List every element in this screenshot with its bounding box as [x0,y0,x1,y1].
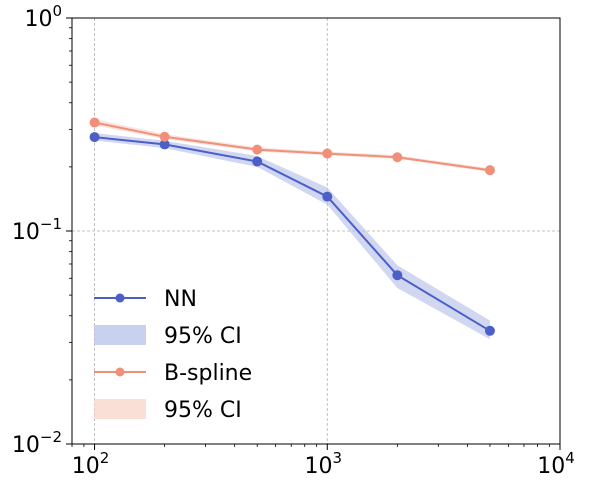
data-point-1 [484,165,495,176]
data-point-1 [89,117,100,128]
legend-band-swatch-0 [94,325,146,345]
data-point-0 [89,132,100,143]
ci-band-0 [94,133,490,340]
legend-label-1: B-spline [164,361,252,386]
grid-lines [72,18,560,444]
confidence-bands [94,119,490,340]
x-tick-label: 103 [305,449,343,479]
legend-band-swatch-1 [94,399,146,419]
data-point-1 [392,152,403,163]
y-tick-label: 10−2 [12,428,62,458]
data-point-0 [484,325,495,336]
legend: NN 95% CI B-spline 95% CI [94,287,252,423]
axis-ticks: 102 103 104 10−2 10−1 100 [12,2,575,479]
legend-label-0: NN [164,287,197,312]
legend-marker-1 [115,367,125,377]
data-point-0 [252,156,263,167]
y-tick-label: 10−1 [12,215,62,245]
plot-area-frame [71,17,561,445]
x-tick-label: 102 [72,449,110,479]
data-point-0 [392,270,403,281]
legend-band-label-0: 95% CI [164,324,242,349]
data-point-1 [159,131,170,142]
legend-marker-0 [115,293,125,303]
data-point-1 [252,144,263,155]
series-line-0 [94,136,491,332]
series-line-1 [94,121,491,172]
y-tick-label: 100 [24,2,62,32]
legend-band-label-1: 95% CI [164,398,242,423]
x-tick-label: 104 [537,449,575,479]
data-point-1 [322,148,333,159]
series-lines [89,117,495,336]
data-point-0 [322,191,333,202]
